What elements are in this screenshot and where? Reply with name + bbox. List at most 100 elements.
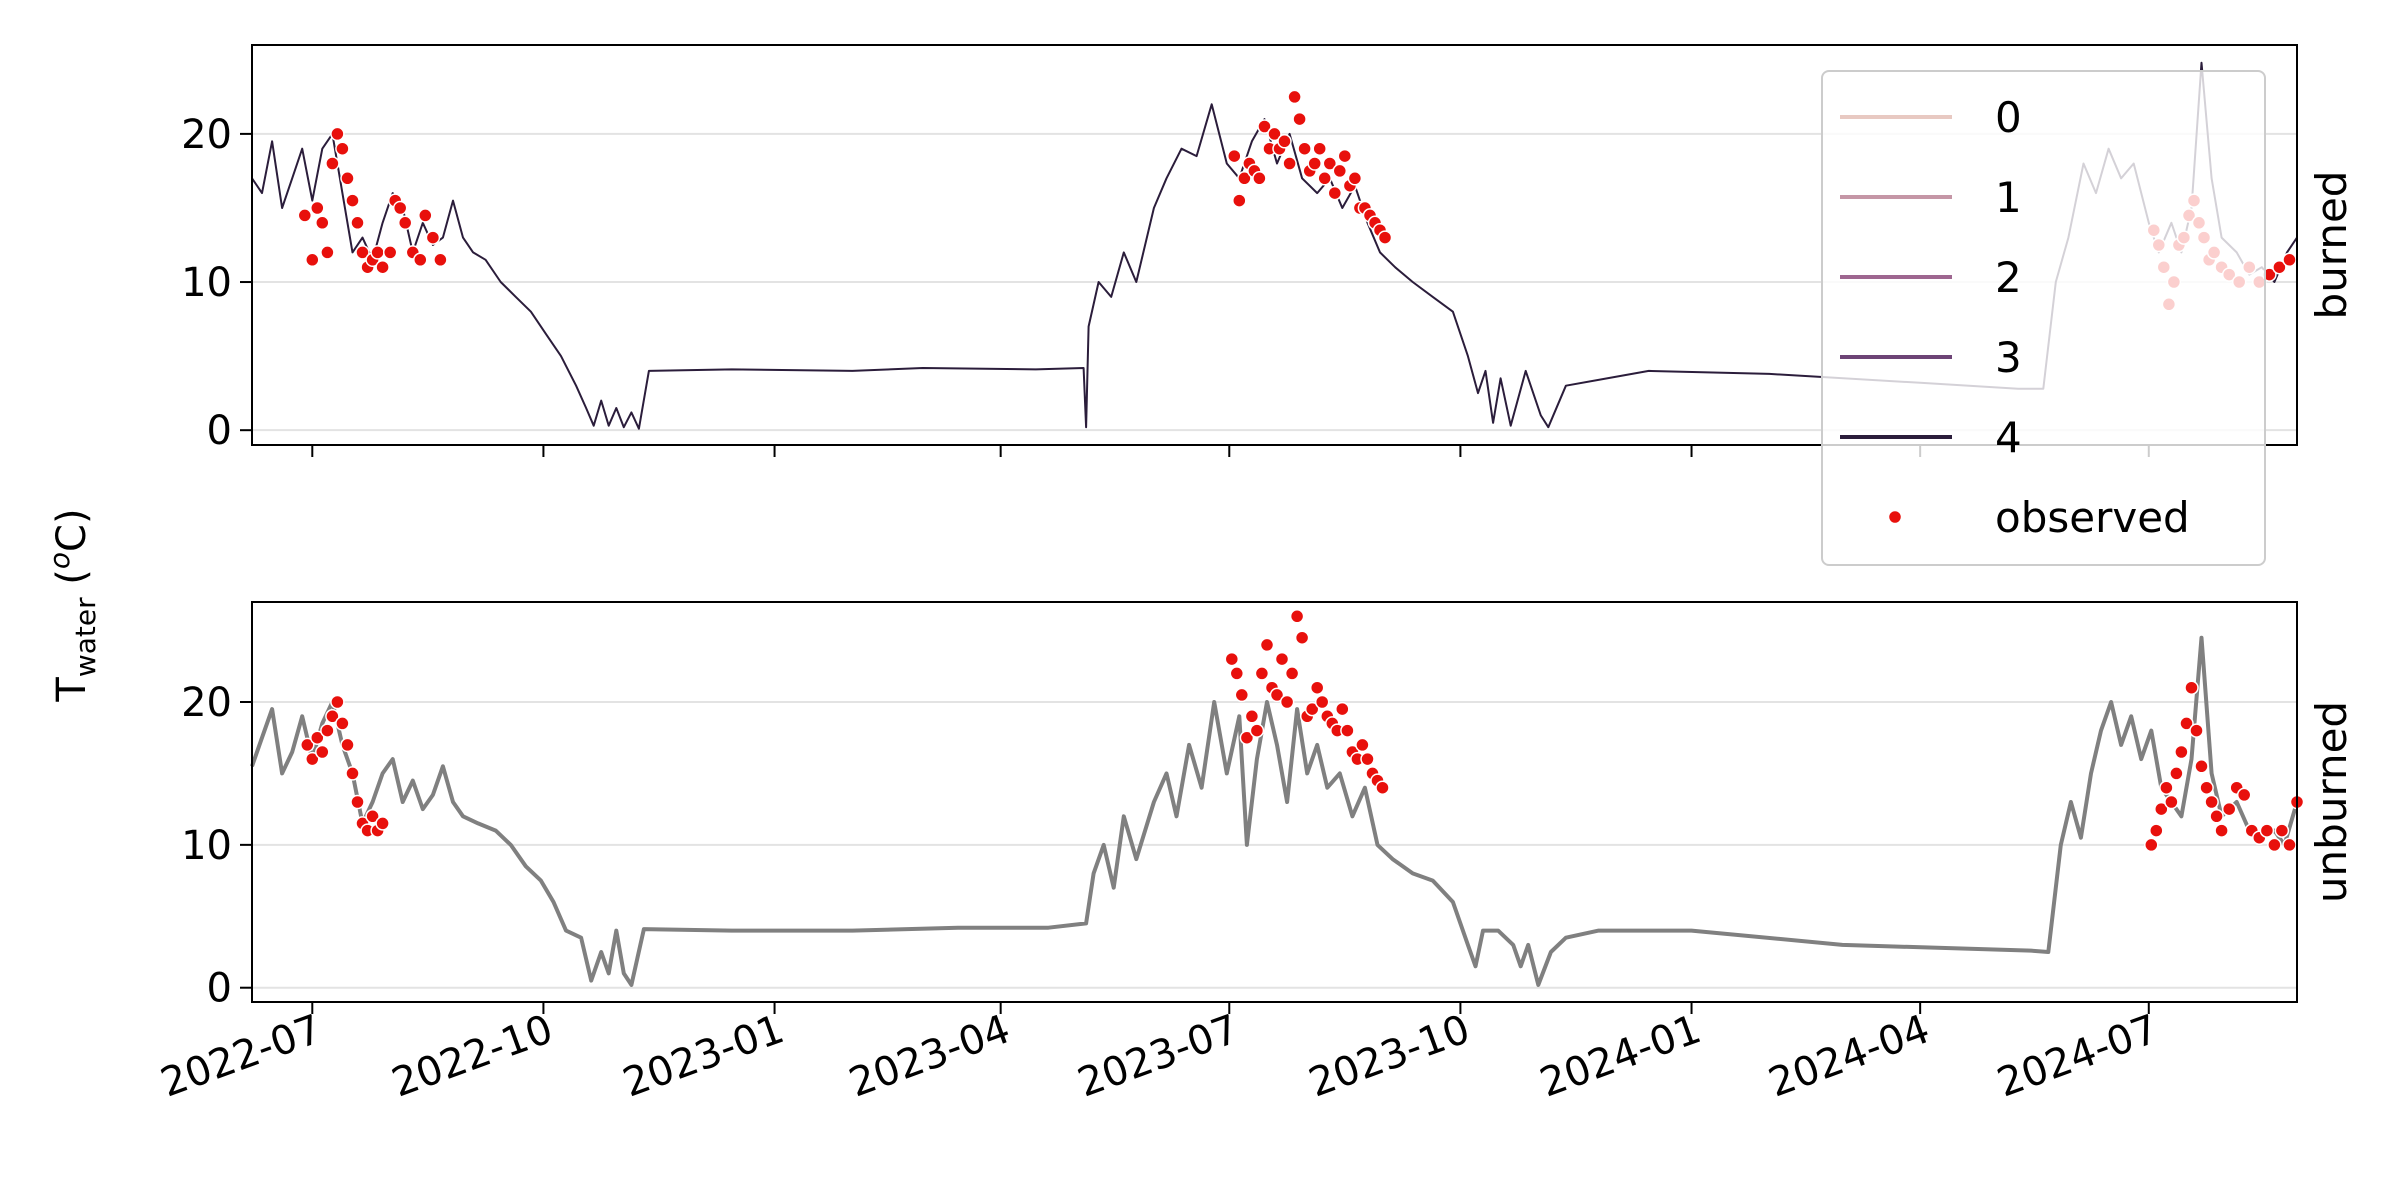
observed-point (1279, 694, 1295, 710)
observed-point (1335, 701, 1350, 717)
observed-point (2282, 252, 2297, 268)
observed-point (320, 245, 335, 260)
observed-point (1287, 89, 1302, 105)
observed-point (2236, 787, 2252, 803)
observed-point (1284, 666, 1300, 681)
y-axis-label-base: T (49, 677, 95, 703)
x-tick-label: 2023-01 (617, 1006, 790, 1106)
observed-point (320, 723, 335, 738)
panel-unburned: 0 10 20 2022-07 2022-10 2023-01 2023-04 2023-07… (155, 601, 2356, 1107)
observed-point (365, 809, 380, 824)
observed-point (2154, 801, 2169, 817)
observed-point (375, 816, 390, 831)
observed-point (1317, 171, 1332, 186)
observed-point (335, 716, 350, 731)
observed-point (350, 794, 365, 810)
panel-label-burned: burned (2307, 171, 2356, 320)
observed-point (325, 709, 340, 724)
observed-point (1332, 163, 1348, 179)
observed-point (325, 156, 340, 171)
observed-point (1312, 141, 1327, 156)
observed-point (1277, 134, 1292, 149)
observed-point (330, 126, 345, 142)
observed-point (1304, 701, 1320, 717)
observed-point (310, 200, 325, 216)
observed-point (2169, 766, 2184, 781)
observed-point (2144, 837, 2159, 853)
observed-point (1377, 230, 1393, 245)
observed-point (310, 730, 325, 745)
observed-point (392, 200, 408, 216)
legend-label-3: 3 (1995, 333, 2022, 382)
x-tick-label: 2023-04 (843, 1006, 1016, 1106)
observed-point (340, 737, 355, 753)
observed-point (1227, 148, 1242, 164)
observed-point (1282, 156, 1297, 171)
y-tick-label: 20 (181, 112, 232, 158)
observed-point (375, 259, 390, 275)
y-axis-label-sub: water (69, 597, 102, 677)
observed-point (2184, 680, 2199, 695)
observed-point (1232, 193, 1247, 208)
observed-point (305, 252, 320, 268)
observed-point (2274, 823, 2290, 838)
observed-point (2149, 823, 2164, 838)
observed-point (350, 215, 365, 231)
observed-point (2174, 744, 2189, 760)
observed-point (1327, 185, 1343, 201)
observed-point (1375, 780, 1390, 795)
observed-point (2209, 809, 2224, 824)
observed-point (345, 766, 360, 781)
x-tick-label: 2023-10 (1303, 1006, 1476, 1106)
panel-label-unburned: unburned (2307, 701, 2356, 903)
observed-point (433, 252, 448, 268)
observed-point (1292, 111, 1307, 127)
observed-point (1297, 141, 1312, 156)
observed-point (2159, 780, 2174, 795)
observed-point (2164, 794, 2179, 810)
plot-frame (251, 601, 2298, 1003)
observed-point (1229, 666, 1245, 681)
observed-point (2204, 794, 2219, 810)
series-line-unburned (250, 635, 2299, 987)
observed-point (1244, 709, 1260, 724)
y-axis-label-end: C) (49, 508, 95, 552)
observed-point (1224, 651, 1240, 667)
observed-point (1307, 156, 1322, 171)
observed-point (397, 215, 413, 231)
observed-point (1289, 609, 1305, 624)
x-tick-label: 2024-04 (1763, 1006, 1936, 1106)
observed-point (1252, 171, 1267, 186)
observed-point (335, 141, 350, 156)
legend-frame (1821, 70, 2266, 566)
observed-point (425, 230, 441, 245)
observed-point (2179, 716, 2194, 731)
y-axis-label: Twater (oC) (43, 508, 102, 702)
legend: 0 1 2 3 4 observed (1821, 70, 2266, 566)
observed-point (2282, 837, 2297, 853)
observed-point (1249, 723, 1265, 738)
observed-point (1294, 630, 1310, 645)
observed-point (1274, 651, 1290, 667)
observed-point (305, 751, 320, 767)
observed-point (1254, 666, 1270, 681)
observed-point (2272, 259, 2287, 275)
legend-label-0: 0 (1995, 93, 2022, 142)
observed-point (418, 208, 433, 223)
observed-point (1314, 694, 1330, 710)
y-axis-label-sup: o (43, 552, 76, 569)
observed-point (1234, 687, 1250, 703)
observed-point (1322, 156, 1338, 171)
observed-point (1237, 171, 1252, 186)
observed-point (1337, 148, 1353, 164)
legend-label-2: 2 (1995, 253, 2022, 302)
y-tick-label: 10 (181, 260, 232, 306)
observed-point (2221, 801, 2237, 817)
observed-point (1355, 737, 1370, 753)
y-tick-label: 0 (207, 408, 232, 454)
x-tick-label: 2022-10 (386, 1006, 559, 1106)
observed-point (2267, 837, 2282, 853)
legend-label-4: 4 (1995, 413, 2022, 462)
x-tick-label: 2024-07 (1991, 1006, 2164, 1106)
